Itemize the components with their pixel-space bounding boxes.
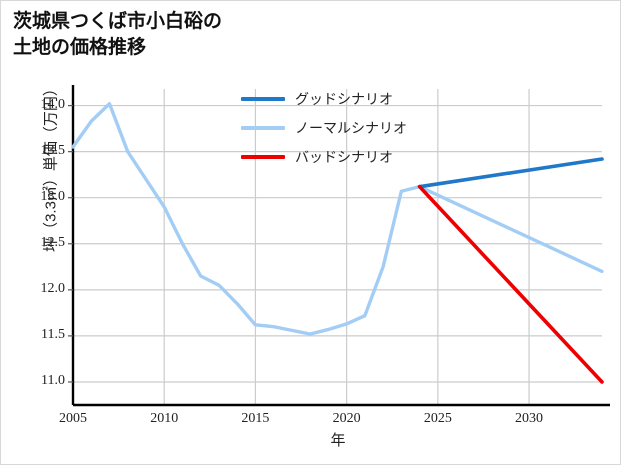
legend-swatch-normal [241,126,285,130]
legend-label-bad: バッドシナリオ [295,149,393,165]
y-tick-label: 13.5 [40,142,66,158]
series-line-bad [417,184,604,384]
x-axis-title: 年 [330,432,346,449]
x-tick-label: 2030 [515,411,544,426]
legend-item-good: グッドシナリオ [241,89,407,109]
y-tick-label: 12.0 [40,280,66,296]
x-tick-label: 2015 [241,411,270,426]
chart-title: 茨城県つくば市小白硲の 土地の価格推移 [13,11,223,58]
y-tick-label: 12.5 [40,234,66,250]
y-axis-title: 坪（3.3㎡）単価（万円） [42,81,60,252]
legend-swatch-good [241,97,285,101]
legend-label-good: グッドシナリオ [295,91,393,107]
legend-item-normal: ノーマルシナリオ [241,118,407,138]
y-tick-label: 13.0 [40,188,66,204]
x-tick-label: 2010 [150,411,179,426]
legend: グッドシナリオ ノーマルシナリオ バッドシナリオ [241,89,407,167]
y-tick-label: 11.0 [41,372,65,388]
y-tick-label: 14.0 [40,96,66,112]
x-tick-label: 2020 [332,411,361,426]
legend-item-bad: バッドシナリオ [241,147,407,167]
x-tick-label: 2025 [423,411,452,426]
series-line-normal [71,102,604,336]
legend-swatch-bad [241,155,285,159]
y-tick-label: 11.5 [41,326,65,342]
x-tick-label: 2005 [59,411,87,426]
legend-label-normal: ノーマルシナリオ [295,120,407,136]
series-line-good [417,157,604,189]
